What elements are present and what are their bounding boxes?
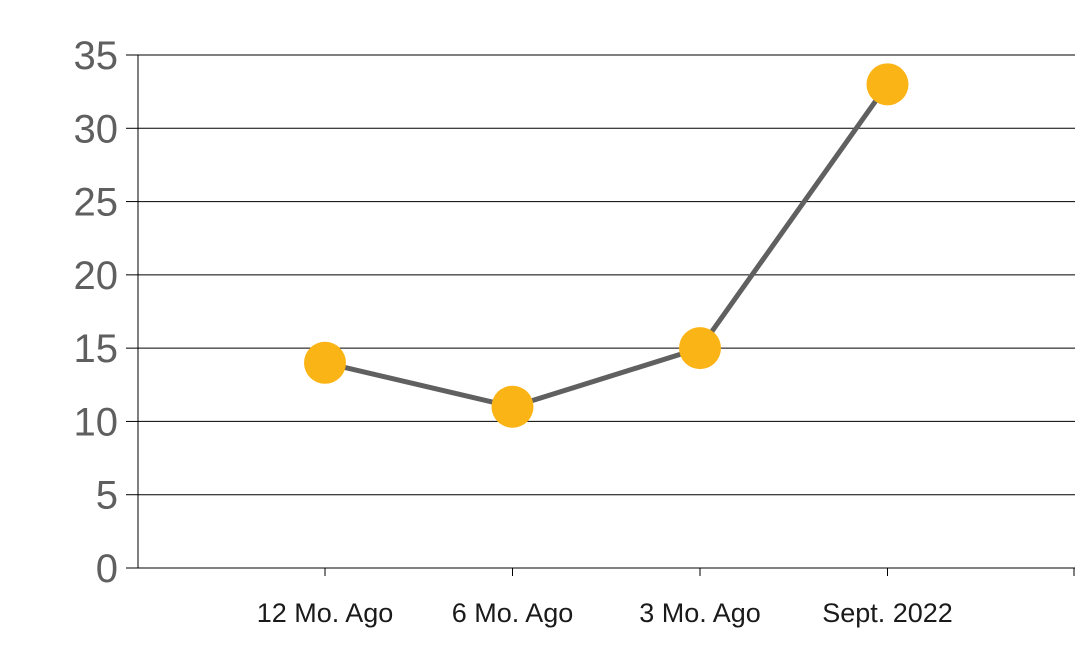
x-tick-label: 6 Mo. Ago [452,598,574,628]
y-tick-label: 35 [74,34,119,78]
y-tick-label: 25 [74,181,119,225]
y-tick-label: 30 [74,107,119,151]
x-axis-tick-labels: 12 Mo. Ago 6 Mo. Ago 3 Mo. Ago Sept. 2022 [257,598,953,628]
y-tick-label: 5 [96,474,118,518]
data-point [866,63,909,106]
gridlines [138,54,1075,496]
data-point [679,327,721,370]
y-tick-label: 10 [74,400,119,444]
data-point [491,385,534,428]
data-point [304,341,346,384]
x-tick-label: 12 Mo. Ago [257,598,394,628]
y-axis-tick-labels: 0 5 10 15 20 25 30 35 [74,34,119,591]
series-line-path [324,82,890,410]
y-tick-label: 0 [96,547,118,591]
series-markers [304,63,909,428]
axes [126,54,1075,576]
y-tick-label: 15 [74,327,119,371]
x-tick-label: Sept. 2022 [822,598,953,628]
x-tick-label: 3 Mo. Ago [639,598,761,628]
y-tick-label: 20 [74,254,119,298]
series-line [324,82,890,410]
